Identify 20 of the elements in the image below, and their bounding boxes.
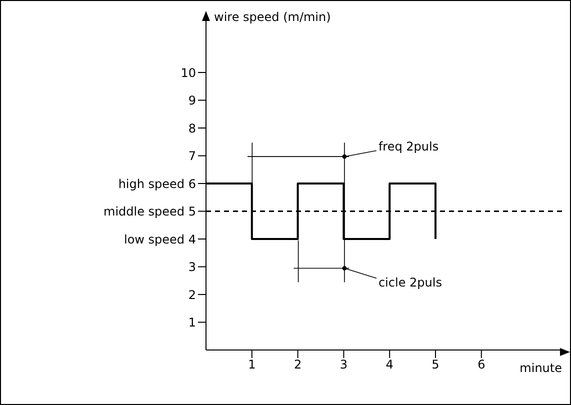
y-tick-label: 10 bbox=[180, 66, 196, 80]
y-tick-label: 2 bbox=[188, 288, 196, 302]
y-axis-title: wire speed (m/min) bbox=[214, 10, 331, 24]
x-tick-label: 6 bbox=[478, 358, 486, 372]
y-tick-label: 9 bbox=[188, 94, 196, 108]
x-tick-label: 4 bbox=[386, 358, 394, 372]
x-tick-label: 1 bbox=[248, 358, 256, 372]
x-axis-title: minute bbox=[520, 361, 562, 375]
y-tick-label: 3 bbox=[188, 260, 196, 274]
y-tick-label: 8 bbox=[188, 121, 196, 136]
x-tick-label: 3 bbox=[340, 358, 348, 372]
annotation: freq 2puls bbox=[378, 140, 439, 154]
y-tick-label: high speed 6 bbox=[118, 176, 196, 191]
annotation: cicle 2puls bbox=[378, 275, 442, 290]
y-tick-label: 7 bbox=[188, 149, 196, 164]
x-tick-label: 2 bbox=[294, 358, 302, 372]
y-tick-label: 1 bbox=[188, 316, 196, 330]
y-tick-label: middle speed 5 bbox=[104, 204, 196, 219]
x-tick-label: 5 bbox=[432, 358, 440, 372]
y-tick-label: low speed 4 bbox=[124, 232, 196, 246]
